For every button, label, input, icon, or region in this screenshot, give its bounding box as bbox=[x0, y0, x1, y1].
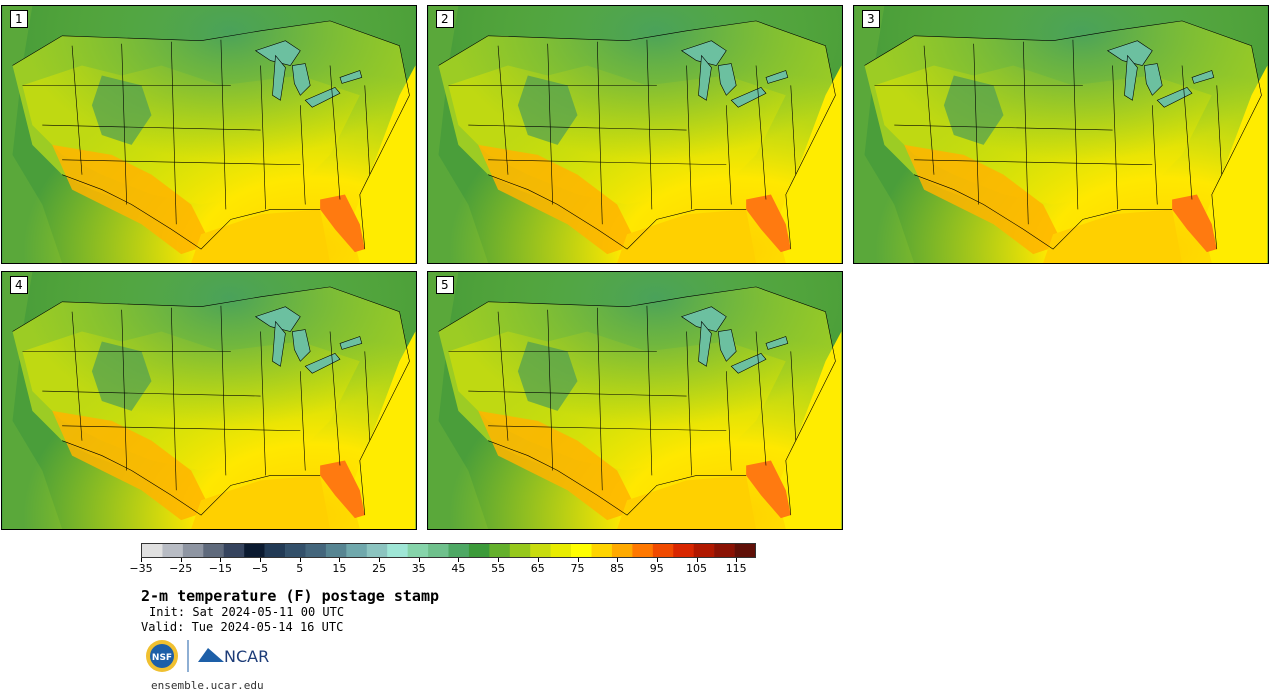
panel-label: 5 bbox=[436, 276, 454, 294]
figure-title: 2-m temperature (F) postage stamp bbox=[141, 587, 440, 605]
colorbar-tick-mark bbox=[260, 558, 261, 562]
colorbar-tick-label: 75 bbox=[570, 562, 585, 575]
colorbar-swatch bbox=[182, 544, 204, 557]
temperature-map-5 bbox=[428, 272, 842, 529]
colorbar-tick-label: 105 bbox=[686, 562, 707, 575]
colorbar-swatch bbox=[244, 544, 265, 557]
logos: NSF NCAR bbox=[144, 638, 284, 674]
ncar-logo-icon: NCAR bbox=[198, 647, 269, 666]
colorbar-swatch bbox=[734, 544, 755, 557]
colorbar-tick-label: 65 bbox=[530, 562, 545, 575]
temperature-map-4 bbox=[2, 272, 416, 529]
map-panel-3: 3 bbox=[853, 5, 1269, 264]
colorbar bbox=[141, 543, 756, 558]
colorbar-swatch bbox=[203, 544, 225, 557]
colorbar-tick-label: 95 bbox=[649, 562, 664, 575]
colorbar-tick-mark bbox=[736, 558, 738, 562]
colorbar-tick-mark bbox=[418, 558, 420, 562]
colorbar-tick-label: 35 bbox=[411, 562, 426, 575]
colorbar-swatch bbox=[652, 544, 674, 557]
colorbar-swatch bbox=[346, 544, 368, 557]
colorbar-tick-label: 55 bbox=[491, 562, 506, 575]
colorbar-swatch bbox=[285, 544, 306, 557]
colorbar-tick-label: 25 bbox=[372, 562, 387, 575]
colorbar-tick-mark bbox=[696, 558, 698, 562]
temperature-map-3 bbox=[854, 6, 1268, 263]
colorbar-tick-mark bbox=[141, 558, 142, 562]
colorbar-tick-mark bbox=[537, 558, 539, 562]
init-time: Init: Sat 2024-05-11 00 UTC bbox=[149, 605, 345, 619]
colorbar-swatch bbox=[223, 544, 245, 557]
colorbar-swatch bbox=[571, 544, 592, 557]
colorbar-tick-mark bbox=[339, 558, 341, 562]
panel-label: 2 bbox=[436, 10, 454, 28]
colorbar-tick-mark bbox=[458, 558, 460, 562]
colorbar-tick-label: 5 bbox=[296, 562, 304, 575]
map-panel-5: 5 bbox=[427, 271, 843, 530]
colorbar-tick-mark bbox=[498, 558, 500, 562]
temperature-map-1 bbox=[2, 6, 416, 263]
valid-time: Valid: Tue 2024-05-14 16 UTC bbox=[141, 620, 344, 634]
colorbar-swatch bbox=[550, 544, 572, 557]
map-panel-4: 4 bbox=[1, 271, 417, 530]
colorbar-tick-mark bbox=[180, 558, 182, 562]
colorbar-tick-label: 85 bbox=[610, 562, 625, 575]
colorbar-swatch bbox=[468, 544, 490, 557]
colorbar-swatch bbox=[693, 544, 715, 557]
colorbar-tick-mark bbox=[577, 558, 579, 562]
colorbar-swatch bbox=[591, 544, 613, 557]
colorbar-swatch bbox=[142, 544, 163, 557]
colorbar-ticks: −35 −25 −15 −5 5 15 25 35 45 55 65 75 85 95 105 115 bbox=[129, 558, 756, 578]
colorbar-swatch bbox=[366, 544, 388, 557]
temperature-map-2 bbox=[428, 6, 842, 263]
colorbar-swatch bbox=[489, 544, 511, 557]
colorbar-tick-mark bbox=[656, 558, 658, 562]
colorbar-swatch bbox=[428, 544, 449, 557]
colorbar-tick-mark bbox=[299, 558, 301, 562]
colorbar-tick-mark bbox=[617, 558, 619, 562]
colorbar-tick-label: −25 bbox=[169, 562, 193, 575]
colorbar-tick-label: 45 bbox=[451, 562, 466, 575]
colorbar-swatch bbox=[632, 544, 654, 557]
colorbar-tick-mark bbox=[379, 558, 381, 562]
colorbar-tick-label: 15 bbox=[332, 562, 347, 575]
colorbar-tick-label: 115 bbox=[725, 562, 747, 575]
map-panel-1: 1 bbox=[1, 5, 417, 264]
panel-label: 4 bbox=[10, 276, 28, 294]
colorbar-swatch bbox=[162, 544, 184, 557]
colorbar-swatch bbox=[387, 544, 408, 557]
colorbar-tick-mark bbox=[220, 558, 222, 562]
colorbar-swatch bbox=[673, 544, 694, 557]
map-panel-2: 2 bbox=[427, 5, 843, 264]
colorbar-swatch bbox=[530, 544, 551, 557]
colorbar-swatch bbox=[448, 544, 470, 557]
colorbar-swatch bbox=[264, 544, 286, 557]
panel-label: 1 bbox=[10, 10, 28, 28]
colorbar-swatches bbox=[142, 544, 755, 557]
colorbar-swatch bbox=[305, 544, 327, 557]
website-url: ensemble.ucar.edu bbox=[151, 679, 264, 692]
nsf-logo-icon: NSF bbox=[146, 640, 178, 672]
ncar-logo-text: NCAR bbox=[224, 647, 269, 666]
panel-label: 3 bbox=[862, 10, 880, 28]
colorbar-swatch bbox=[611, 544, 633, 557]
nsf-logo-text: NSF bbox=[152, 653, 172, 663]
colorbar-tick-label: −5 bbox=[251, 562, 269, 575]
colorbar-tick-label: −35 bbox=[129, 562, 153, 575]
colorbar-swatch bbox=[325, 544, 347, 557]
colorbar-tick-label: −15 bbox=[208, 562, 232, 575]
colorbar-swatch bbox=[714, 544, 735, 557]
colorbar-swatch bbox=[509, 544, 531, 557]
colorbar-swatch bbox=[407, 544, 429, 557]
